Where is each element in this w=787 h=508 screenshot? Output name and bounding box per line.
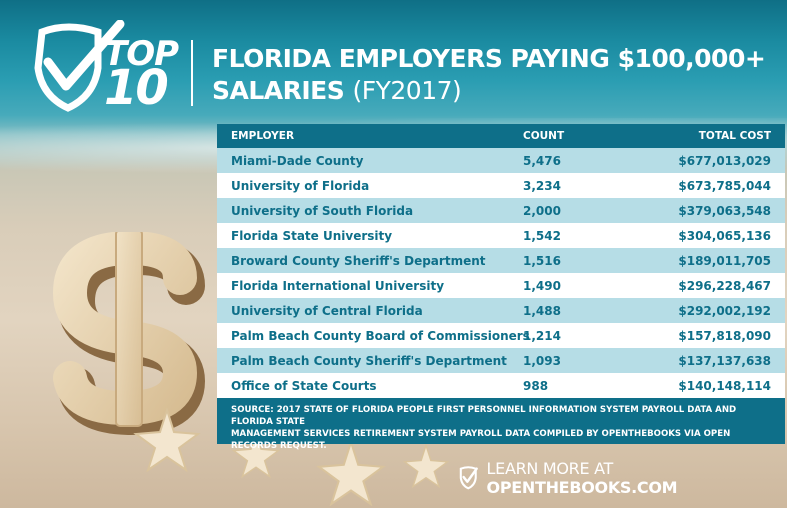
cell-employer: Broward County Sheriff's Department [231,253,486,268]
source-note: SOURCE: 2017 STATE OF FLORIDA PEOPLE FIR… [217,398,785,451]
cell-total-cost: $137,137,638 [678,353,771,368]
header-employer: EMPLOYER [231,130,295,142]
cell-employer: Office of State Courts [231,378,377,393]
top10-logo: TOP 10 [28,20,188,120]
table-row: Florida State University 1,542 $304,065,… [217,223,785,248]
logo-top-text: TOP [104,34,179,74]
table-row: University of Central Florida 1,488 $292… [217,298,785,323]
footer-learn-more: LEARN MORE AT [486,459,614,478]
table-row: Miami-Dade County 5,476 $677,013,029 [217,148,785,173]
footer-text: LEARN MORE AT OPENTHEBOOKS.COM [487,459,787,497]
starfish-icon [133,408,201,472]
cell-count: 1,488 [523,303,561,318]
cell-total-cost: $304,065,136 [678,228,771,243]
cell-employer: Palm Beach County Sheriff's Department [231,353,507,368]
checkmark-shield-icon [34,20,125,112]
cell-employer: University of South Florida [231,203,414,218]
dollar-sign-icon [52,232,206,436]
checkmark-shield-icon [459,466,478,490]
table-row: Palm Beach County Board of Commissioners… [217,323,785,348]
cell-count: 1,542 [523,228,561,243]
cell-total-cost: $157,818,090 [678,328,771,343]
salary-table: EMPLOYER COUNT TOTAL COST Miami-Dade Cou… [217,124,785,451]
cell-total-cost: $189,011,705 [678,253,771,268]
cell-count: 5,476 [523,153,561,168]
title-salaries: SALARIES [212,76,345,105]
table-row: Florida International University 1,490 $… [217,273,785,298]
source-line-1: SOURCE: 2017 STATE OF FLORIDA PEOPLE FIR… [231,405,737,428]
cell-count: 3,234 [523,178,561,193]
cell-count: 2,000 [523,203,561,218]
cell-employer: University of Florida [231,178,370,193]
cell-total-cost: $677,013,029 [678,153,771,168]
cell-count: 1,093 [523,353,561,368]
cell-total-cost: $140,148,114 [678,378,771,393]
cell-employer: Florida State University [231,228,393,243]
cell-employer: Miami-Dade County [231,153,364,168]
cell-count: 1,490 [523,278,561,293]
cell-total-cost: $296,228,467 [678,278,771,293]
footer-link[interactable]: LEARN MORE AT OPENTHEBOOKS.COM [458,459,787,497]
cell-count: 988 [523,378,549,393]
logo-ten-text: 10 [104,60,169,116]
table-row: Palm Beach County Sheriff's Department 1… [217,348,785,373]
cell-count: 1,516 [523,253,561,268]
source-line-2: MANAGEMENT SERVICES RETIREMENT SYSTEM PA… [231,429,731,452]
header-count: COUNT [523,130,565,142]
footer-site[interactable]: OPENTHEBOOKS.COM [486,478,678,497]
cell-total-cost: $292,002,192 [678,303,771,318]
table-header: EMPLOYER COUNT TOTAL COST [217,124,785,148]
header-total-cost: TOTAL COST [698,130,771,142]
cell-total-cost: $673,785,044 [678,178,771,193]
page-title-line2: SALARIES (FY2017) [212,76,462,105]
cell-count: 1,214 [523,328,561,343]
starfish-icon [402,444,450,488]
table-row: Broward County Sheriff's Department 1,51… [217,248,785,273]
starfish-icon [316,440,386,506]
page-title-line1: FLORIDA EMPLOYERS PAYING $100,000+ [212,44,766,73]
title-fiscal-year: (FY2017) [352,76,462,105]
cell-employer: Palm Beach County Board of Commissioners [231,328,530,343]
starfish-icon [231,432,281,478]
cell-employer: University of Central Florida [231,303,423,318]
table-row: University of Florida 3,234 $673,785,044 [217,173,785,198]
header-divider [191,40,193,106]
cell-employer: Florida International University [231,278,445,293]
cell-total-cost: $379,063,548 [678,203,771,218]
table-row: Office of State Courts 988 $140,148,114 [217,373,785,398]
table-row: University of South Florida 2,000 $379,0… [217,198,785,223]
